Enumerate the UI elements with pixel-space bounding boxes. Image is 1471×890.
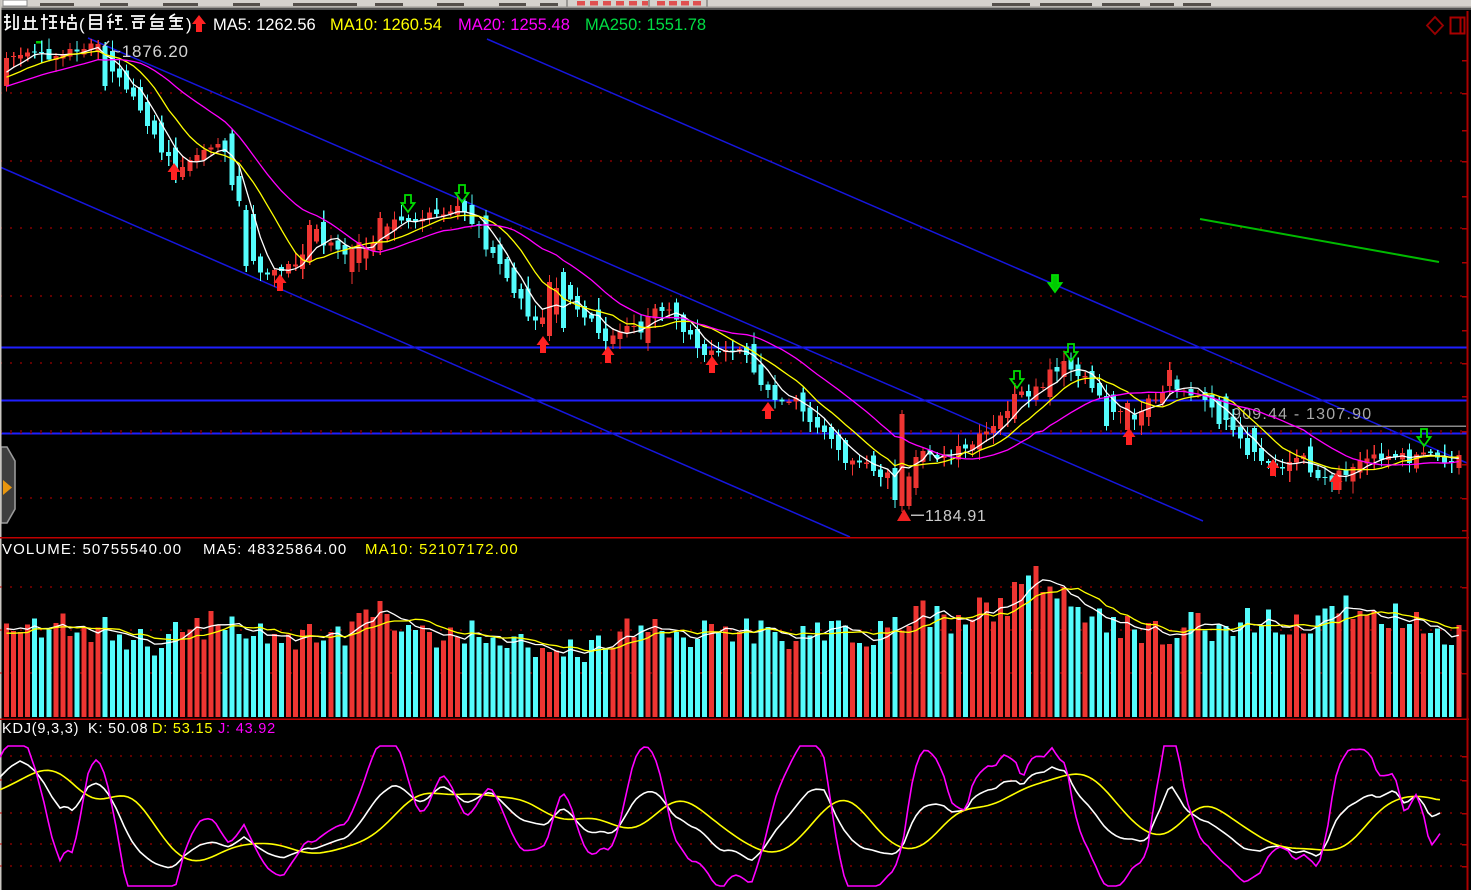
svg-text:~1876.20: ~1876.20 — [111, 42, 189, 61]
svg-text:1909.44 - 1307.90: 1909.44 - 1307.90 — [1222, 406, 1372, 423]
svg-text:K: 50.08: K: 50.08 — [88, 721, 148, 737]
svg-text:MA20: 1255.48: MA20: 1255.48 — [458, 16, 570, 34]
svg-text:J: 43.92: J: 43.92 — [218, 721, 276, 737]
svg-text:MA250: 1551.78: MA250: 1551.78 — [585, 16, 706, 34]
svg-text:): ) — [186, 15, 192, 34]
svg-text:MA5: 1262.56: MA5: 1262.56 — [213, 16, 316, 34]
svg-text:.: . — [124, 15, 129, 34]
svg-text:1184.91: 1184.91 — [925, 508, 987, 525]
svg-text:VOLUME: 50755540.00: VOLUME: 50755540.00 — [2, 541, 182, 558]
svg-text:MA5: 48325864.00: MA5: 48325864.00 — [203, 541, 347, 558]
svg-text:D: 53.15: D: 53.15 — [152, 721, 213, 737]
svg-text:(: ( — [79, 15, 85, 34]
svg-text:KDJ(9,3,3): KDJ(9,3,3) — [2, 721, 79, 737]
svg-text:MA10: 1260.54: MA10: 1260.54 — [330, 16, 442, 34]
svg-text:MA10: 52107172.00: MA10: 52107172.00 — [365, 541, 519, 558]
